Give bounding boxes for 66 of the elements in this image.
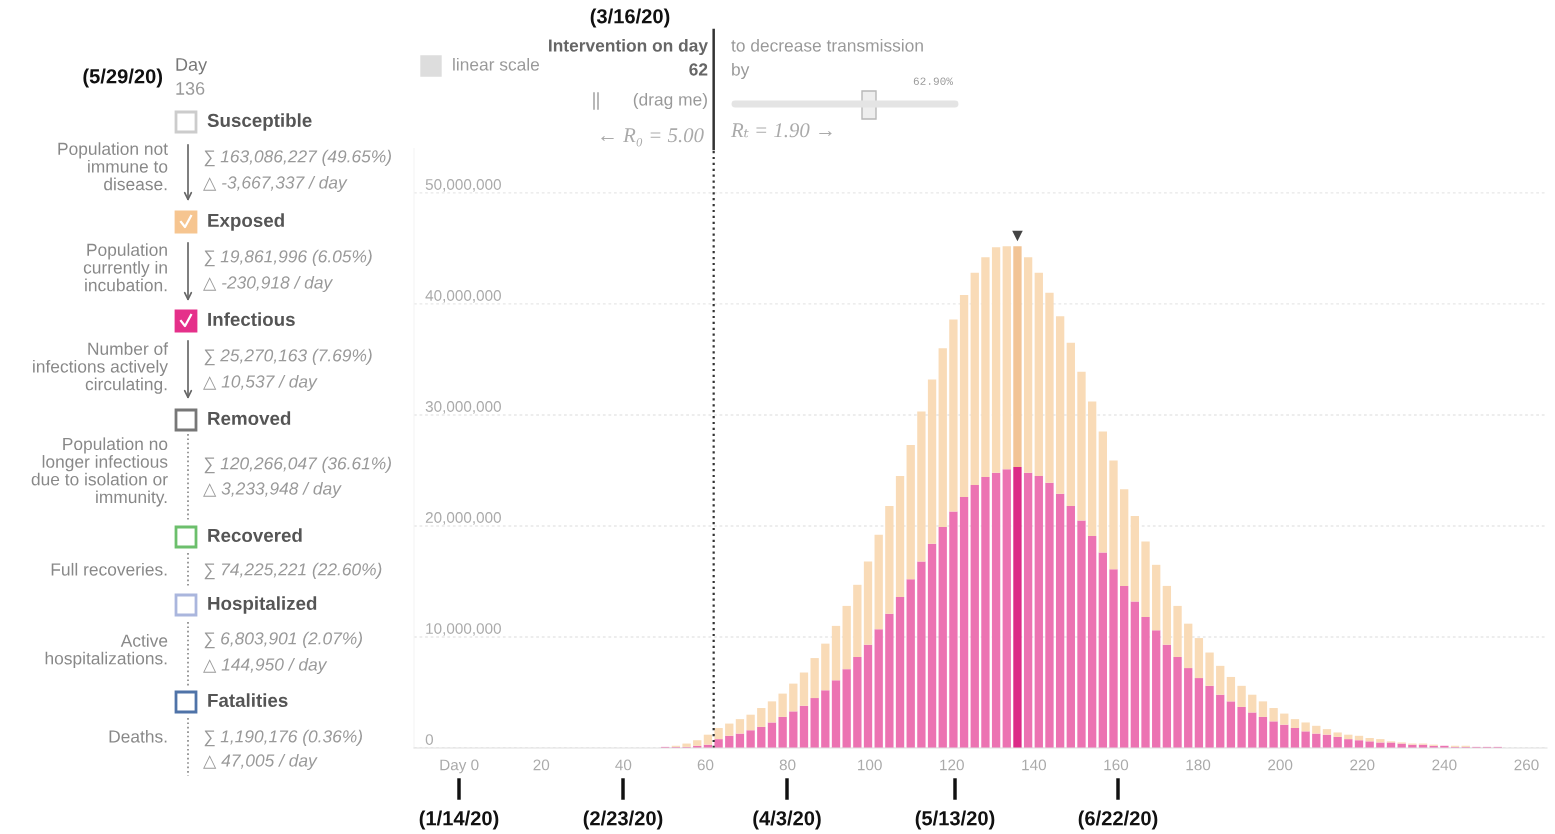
text: ∑ 163,086,227 (49.65%) [204, 149, 391, 167]
text: △ -3,667,337 / day [203, 175, 348, 193]
text: (3/16/20) [590, 8, 670, 28]
text: (6/22/20) [1078, 810, 1158, 830]
text: ∑ 19,861,996 (6.05%) [204, 249, 372, 267]
text: (2/23/20) [583, 810, 663, 830]
annotation: ▼ [1012, 230, 1023, 242]
text: by [732, 62, 750, 80]
x-tick-label: 80 [779, 759, 796, 771]
text: Population currently in incubation. [83, 243, 167, 292]
text: to decrease transmission [731, 38, 923, 52]
x-tick-label: 260 [1514, 759, 1539, 771]
text: ∑ 1,190,176 (0.36%) [204, 729, 363, 747]
text: Hospitalized [208, 596, 317, 614]
text: (1/14/20) [419, 810, 499, 830]
text: ∑ 6,803,901 (2.07%) [204, 631, 363, 649]
text: Day [176, 58, 208, 75]
y-tick-label: 10,000,000 [426, 623, 501, 636]
text: (drag me) [633, 92, 707, 110]
text: Full recoveries. [51, 562, 167, 576]
text: Deaths. [109, 729, 167, 743]
y-tick-label: 40,000,000 [425, 290, 501, 303]
text: Population no longer infectious due to isolation or immunity. [31, 437, 168, 507]
text: 62 [689, 63, 708, 76]
text: Exposed [208, 213, 284, 231]
text: Fatalities [208, 693, 288, 708]
y-tick-label: 0 [425, 734, 434, 745]
y-tick-label: 50,000,000 [425, 179, 501, 192]
text: Intervention on day [549, 38, 708, 56]
text: (5/13/20) [915, 810, 995, 830]
text: △ 47,005 / day [203, 753, 318, 771]
x-tick-label: 40 [615, 759, 632, 771]
x-tick-label: 120 [940, 759, 964, 771]
text: (5/29/20) [83, 68, 163, 88]
text: 136 [176, 82, 205, 95]
x-tick-label: 240 [1432, 759, 1457, 771]
x-tick-label: 140 [1022, 759, 1047, 771]
y-tick-label: 20,000,000 [425, 512, 501, 525]
text: linear scale [453, 57, 540, 71]
y-tick-label: 30,000,000 [425, 401, 501, 414]
text: ∑ 25,270,163 (7.69%) [204, 348, 372, 366]
x-tick-label: 180 [1186, 759, 1211, 771]
text: ← R₀ = 5.00 [601, 128, 704, 147]
text: Rₜ = 1.90 → [730, 123, 832, 138]
text: 62.90% [913, 77, 953, 85]
x-tick-label: 20 [533, 759, 550, 771]
text: Recovered [208, 528, 302, 543]
text: Number of infections actively circulating. [33, 342, 169, 394]
text: △ -230,918 / day [203, 275, 334, 293]
text: △ 10,537 / day [203, 374, 318, 392]
text: Population not immune to disease. [58, 142, 168, 191]
x-tick-label: 220 [1350, 759, 1375, 771]
x-tick-label: 60 [697, 759, 714, 771]
text: Active hospitalizations. [45, 634, 168, 668]
text: ∑ 120,266,047 (36.61%) [204, 456, 391, 474]
text: Removed [208, 411, 291, 426]
x-tick-label: Day 0 [440, 759, 479, 774]
text: Susceptible [207, 113, 312, 131]
text: Infectious [208, 312, 295, 327]
text: △ 3,233,948 / day [203, 481, 342, 499]
text: (4/3/20) [753, 810, 821, 830]
x-tick-label: 200 [1268, 759, 1293, 771]
x-tick-label: 100 [858, 759, 882, 771]
text: △ 144,950 / day [203, 657, 328, 675]
text: ∑ 74,225,221 (22.60%) [204, 562, 382, 580]
x-tick-label: 160 [1104, 759, 1129, 771]
